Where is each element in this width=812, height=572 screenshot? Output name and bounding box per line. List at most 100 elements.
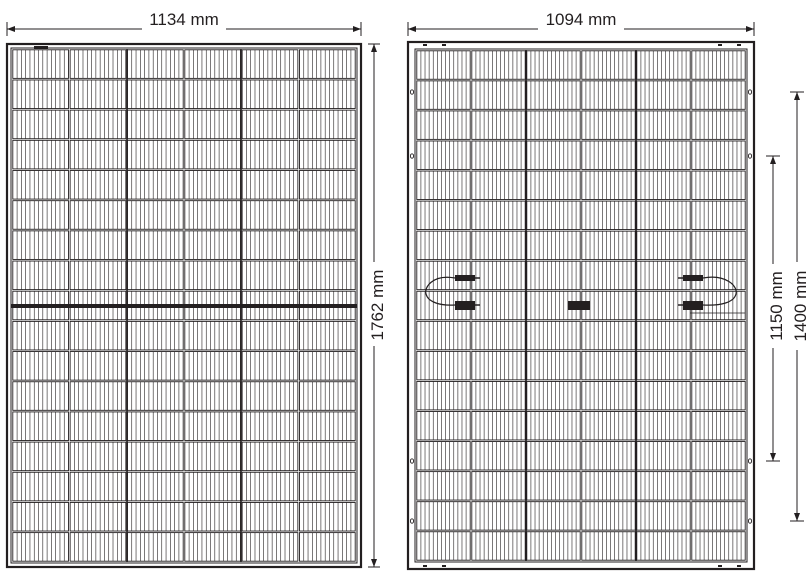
- back-cell: [526, 170, 581, 200]
- mounting-outer-label: 1400 mm: [791, 271, 810, 342]
- front-cell: [12, 170, 69, 200]
- back-cell: [471, 411, 526, 441]
- back-cell: [691, 230, 746, 261]
- front-cell: [69, 139, 127, 170]
- back-width-label: 1094 mm: [546, 10, 617, 29]
- front-cell: [69, 170, 127, 200]
- back-cell: [471, 471, 526, 501]
- back-cell: [471, 441, 526, 471]
- front-height-dimension: 1762 mm: [365, 43, 387, 568]
- front-cell: [299, 441, 356, 472]
- front-cell: [12, 109, 69, 140]
- front-cell: [12, 49, 69, 79]
- front-label-sticker: [34, 46, 48, 49]
- front-view-panel: [5, 42, 363, 569]
- back-cell: [691, 140, 746, 170]
- back-cell: [526, 80, 581, 110]
- front-cell: [69, 109, 127, 140]
- front-cell: [299, 260, 356, 291]
- front-cell: [184, 170, 241, 200]
- back-cell: [581, 501, 636, 531]
- front-cell: [184, 109, 241, 140]
- back-cell: [471, 80, 526, 110]
- back-cell: [691, 110, 746, 140]
- front-cell: [12, 381, 69, 411]
- back-cell: [416, 170, 471, 200]
- back-cell: [526, 411, 581, 441]
- front-cell: [69, 351, 127, 381]
- front-cell: [12, 441, 69, 472]
- back-cell: [526, 501, 581, 531]
- back-cell: [581, 170, 636, 200]
- frame-marks: [423, 44, 741, 567]
- back-cell: [471, 531, 526, 561]
- back-cell: [636, 441, 691, 471]
- back-cell: [471, 260, 526, 291]
- front-cell: [241, 411, 299, 441]
- back-cell: [636, 350, 691, 381]
- front-cell: [299, 79, 356, 110]
- front-cell: [69, 200, 127, 230]
- back-cell: [581, 411, 636, 441]
- back-cell: [471, 501, 526, 531]
- front-cell: [69, 49, 127, 79]
- front-cell: [69, 230, 127, 260]
- back-cell: [581, 531, 636, 561]
- back-cell: [471, 290, 526, 321]
- back-cell: [471, 230, 526, 261]
- front-cell: [127, 79, 184, 110]
- front-width-dimension: 1134 mm: [6, 10, 362, 36]
- front-cell: [299, 109, 356, 140]
- back-view-panel: [406, 40, 756, 571]
- back-cell: [636, 381, 691, 411]
- front-cell: [241, 79, 299, 110]
- back-cell: [526, 50, 581, 80]
- front-cell: [12, 320, 69, 351]
- front-cell-grid: [12, 49, 356, 562]
- back-cell: [636, 80, 691, 110]
- back-cell: [636, 200, 691, 230]
- back-cell: [416, 200, 471, 230]
- back-cell: [416, 531, 471, 561]
- back-cell: [416, 230, 471, 261]
- junction-box-center: [568, 301, 590, 310]
- back-cell: [526, 381, 581, 411]
- back-cell: [581, 80, 636, 110]
- back-cell: [526, 471, 581, 501]
- front-cell: [127, 441, 184, 472]
- front-cell: [299, 411, 356, 441]
- back-cell: [691, 471, 746, 501]
- front-cell: [12, 260, 69, 291]
- front-cell: [127, 502, 184, 532]
- back-cell: [526, 350, 581, 381]
- front-cell: [127, 200, 184, 230]
- back-width-dimension: 1094 mm: [407, 10, 755, 36]
- front-cell: [299, 170, 356, 200]
- back-cell: [471, 50, 526, 80]
- back-cell: [691, 441, 746, 471]
- front-cell: [241, 230, 299, 260]
- back-cell: [691, 411, 746, 441]
- front-cell: [299, 351, 356, 381]
- back-cell: [581, 50, 636, 80]
- back-cell: [416, 320, 471, 351]
- mounting-outer-dimension: 1400 mm: [790, 91, 812, 522]
- back-cell: [636, 531, 691, 561]
- back-cell: [526, 260, 581, 291]
- back-cell: [581, 230, 636, 261]
- back-cell: [581, 200, 636, 230]
- front-cell: [241, 109, 299, 140]
- front-cell: [299, 49, 356, 79]
- back-cell: [416, 381, 471, 411]
- front-cell: [241, 441, 299, 472]
- back-cell: [636, 110, 691, 140]
- front-cell: [184, 441, 241, 472]
- back-cell: [636, 411, 691, 441]
- back-cell: [636, 501, 691, 531]
- back-cell: [581, 260, 636, 291]
- front-cell: [299, 532, 356, 562]
- back-cell: [471, 200, 526, 230]
- back-cell: [416, 110, 471, 140]
- front-cell: [184, 320, 241, 351]
